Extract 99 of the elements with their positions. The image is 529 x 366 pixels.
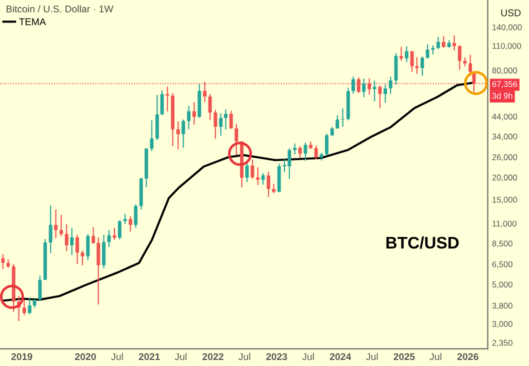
y-tick-label: 5,000 xyxy=(492,282,512,288)
candlestick xyxy=(378,85,382,109)
x-tick-label: Jul xyxy=(430,352,442,360)
candlestick xyxy=(38,275,42,302)
annotation: BTC/USD xyxy=(386,236,459,249)
y-tick-label: 140,000 xyxy=(492,24,522,32)
candlestick xyxy=(410,50,414,73)
candlestick xyxy=(76,234,80,265)
y-tick-label: 11,000 xyxy=(492,220,516,228)
candlestick xyxy=(293,142,297,156)
candlestick xyxy=(123,213,127,224)
x-tick-label: 2020 xyxy=(75,353,96,360)
candlestick xyxy=(92,226,96,244)
candlestick xyxy=(70,227,74,256)
x-tick-label: 2024 xyxy=(330,353,352,360)
candlestick xyxy=(229,110,233,130)
y-tick-label: 110,000 xyxy=(492,42,522,50)
candlestick xyxy=(214,109,218,140)
candlestick xyxy=(1,254,5,270)
candlestick xyxy=(384,84,388,104)
candlestick xyxy=(442,36,446,48)
candlestick xyxy=(118,220,122,240)
candlestick xyxy=(54,208,58,239)
x-tick-label: 2019 xyxy=(11,353,32,360)
candlestick xyxy=(102,234,106,269)
candlestick xyxy=(330,126,334,137)
x-tick-label: 2022 xyxy=(202,353,224,360)
candlestick xyxy=(128,216,132,232)
y-tick-label: 3,000 xyxy=(492,320,512,328)
y-tick-label: 34,000 xyxy=(492,134,518,140)
candlestick xyxy=(250,158,254,180)
y-tick-label: 3,800 xyxy=(492,302,512,310)
candlestick xyxy=(192,102,196,126)
candlestick xyxy=(458,44,462,70)
ref-line-label: 67,356 xyxy=(492,81,518,88)
candlestick xyxy=(22,299,26,316)
candlestick xyxy=(356,77,360,94)
candlestick xyxy=(96,236,100,306)
chart-title: Bitcoin / U.S. Dollar · 1W xyxy=(6,5,114,12)
candlestick xyxy=(182,118,186,148)
candlestick xyxy=(336,114,340,130)
candlestick xyxy=(166,86,170,112)
candlestick xyxy=(426,44,430,59)
candlestick xyxy=(176,120,180,150)
y-axis-title: USD xyxy=(501,9,521,16)
candlestick xyxy=(59,214,63,237)
x-tick-label: Jul xyxy=(174,352,186,360)
x-tick-label: 2026 xyxy=(457,353,478,360)
candlestick xyxy=(266,171,270,198)
candlestick xyxy=(272,183,276,194)
candlestick xyxy=(28,297,32,315)
y-tick-label: 26,000 xyxy=(492,154,518,162)
candlestick xyxy=(160,90,164,116)
candlestick xyxy=(362,78,366,98)
x-tick-label: 2025 xyxy=(394,353,415,360)
x-tick-label: Jul xyxy=(111,352,123,360)
candlestick xyxy=(234,123,238,156)
candlestick xyxy=(420,56,424,76)
candlestick xyxy=(415,56,419,74)
x-tick-label: Jul xyxy=(302,352,314,360)
candlestick xyxy=(112,227,116,240)
candlestick xyxy=(203,81,207,102)
x-tick-label: Jul xyxy=(366,352,378,360)
candlestick xyxy=(219,112,223,136)
candlestick xyxy=(368,78,372,96)
candlestick xyxy=(48,204,52,254)
candlestick xyxy=(388,76,392,95)
y-tick-label: 6,500 xyxy=(492,261,512,268)
candlestick xyxy=(64,224,68,252)
candlestick xyxy=(298,146,302,158)
candlestick xyxy=(324,133,328,156)
candlestick xyxy=(245,160,249,183)
candlestick xyxy=(187,105,190,130)
candlestick xyxy=(224,108,228,130)
x-tick-label: Jul xyxy=(238,352,250,360)
candlestick xyxy=(134,204,138,228)
candlestick xyxy=(86,233,90,261)
y-tick-label: 80,000 xyxy=(492,68,518,74)
candlestick xyxy=(208,93,212,121)
y-tick-label: 2,350 xyxy=(492,340,512,347)
candlestick xyxy=(150,120,154,152)
y-tick-label: 20,000 xyxy=(492,174,518,182)
candlestick xyxy=(436,36,440,50)
candlestick xyxy=(404,46,408,62)
candlestick xyxy=(80,250,84,266)
candlestick xyxy=(107,230,111,248)
candlestick xyxy=(352,76,355,94)
candlestick xyxy=(261,172,265,186)
y-tick-label: 44,000 xyxy=(492,114,518,121)
text: 3d 9h xyxy=(492,92,512,99)
candlestick xyxy=(304,142,308,162)
candlestick xyxy=(399,46,403,62)
legend-label: TEMA xyxy=(19,18,46,26)
y-tick-label: 15,000 xyxy=(492,196,518,204)
y-tick-label: 8,500 xyxy=(492,240,512,248)
x-tick-label: 2023 xyxy=(266,353,288,360)
candlestick xyxy=(452,34,456,52)
x-tick-label: 2021 xyxy=(138,353,160,360)
candlestick xyxy=(314,144,318,160)
